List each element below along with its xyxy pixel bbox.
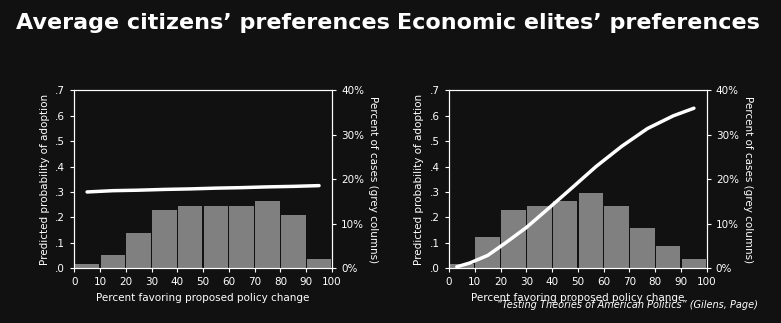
Bar [630,228,654,268]
Bar [501,210,526,268]
Bar [579,193,603,268]
Y-axis label: Percent of cases (grey columns): Percent of cases (grey columns) [368,96,378,263]
Bar [476,237,500,268]
Bar [553,202,577,268]
Text: “Testing Theories of American Politics” (Gilens, Page): “Testing Theories of American Politics” … [497,300,758,310]
Text: Average citizens’ preferences: Average citizens’ preferences [16,13,390,33]
Bar [152,210,177,268]
Bar [307,259,331,268]
Bar [204,206,228,268]
Y-axis label: Predicted probability of adoption: Predicted probability of adoption [40,94,50,265]
Bar [75,264,99,268]
Y-axis label: Percent of cases (grey columns): Percent of cases (grey columns) [743,96,753,263]
Bar [450,264,474,268]
Bar [127,233,151,268]
Bar [178,206,202,268]
Y-axis label: Predicted probability of adoption: Predicted probability of adoption [415,94,425,265]
X-axis label: Percent favoring proposed policy change: Percent favoring proposed policy change [96,293,310,303]
Bar [101,255,125,268]
Text: Economic elites’ preferences: Economic elites’ preferences [397,13,759,33]
Bar [281,215,305,268]
Bar [527,206,551,268]
Bar [604,206,629,268]
Bar [656,246,680,268]
X-axis label: Percent favoring proposed policy change: Percent favoring proposed policy change [471,293,685,303]
Bar [255,202,280,268]
Bar [682,259,706,268]
Bar [230,206,254,268]
